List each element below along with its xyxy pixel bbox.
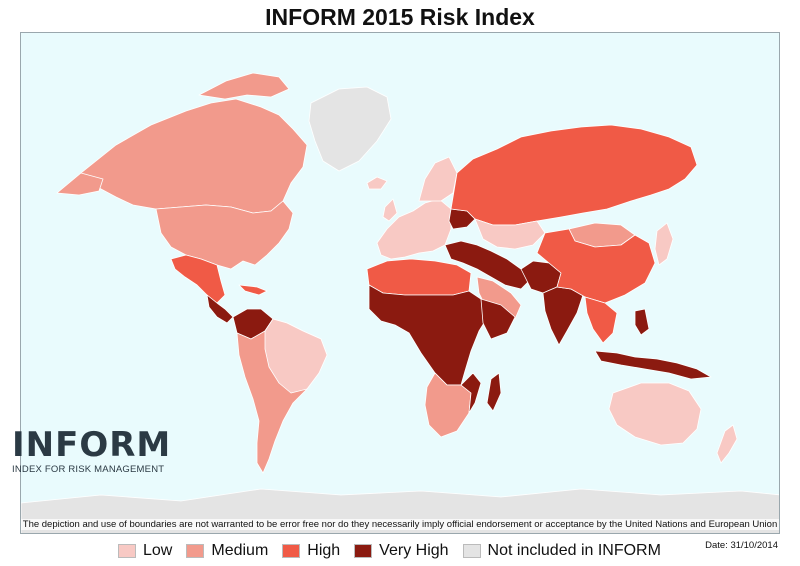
legend-item-very-high: Very High [354, 542, 449, 560]
region-russia [450, 124, 698, 226]
legend-item-low: Low [118, 542, 172, 560]
region-brazil [264, 318, 328, 394]
region-middle-east [444, 240, 532, 290]
region-canada [80, 98, 308, 214]
legend-item-high: High [282, 542, 340, 560]
region-caribbean [238, 284, 268, 296]
legend-swatch [462, 544, 481, 558]
region-central-africa [368, 284, 490, 386]
region-north-africa [366, 258, 472, 296]
region-philippines [634, 308, 650, 336]
map-title: INFORM 2015 Risk Index [265, 4, 535, 30]
logo-wordmark: INFORM [12, 425, 172, 465]
region-australia [608, 382, 702, 446]
region-horn-of-africa [480, 298, 516, 340]
legend-swatch [354, 544, 373, 558]
region-arabian-peninsula [476, 276, 522, 324]
region-scandinavia [418, 156, 458, 202]
logo-subtitle: INDEX FOR RISK MANAGEMENT [12, 464, 165, 475]
legend-swatch [282, 544, 301, 558]
region-madagascar [486, 372, 502, 412]
region-southern-africa [424, 372, 472, 438]
region-japan [654, 222, 674, 266]
region-new-zealand [716, 424, 738, 464]
legend-label: High [307, 542, 341, 559]
region-mexico [170, 254, 226, 304]
inform-logo: INFORM INDEX FOR RISK MANAGEMENT [12, 425, 172, 475]
date-stamp: Date: 31/10/2014 [705, 540, 778, 551]
legend-item-medium: Medium [186, 542, 268, 560]
region-indonesia [594, 350, 712, 380]
legend-swatch [186, 544, 205, 558]
region-alaska [56, 172, 104, 196]
legend-label: Very High [379, 542, 449, 559]
region-greenland [308, 86, 392, 172]
region-southeast-asia [584, 296, 618, 344]
region-iceland [366, 176, 388, 190]
map-legend: Low Medium High Very High Not included i… [118, 540, 661, 562]
disclaimer-text: The depiction and use of boundaries are … [21, 519, 779, 530]
region-europe [376, 198, 452, 260]
region-india [542, 286, 584, 346]
region-mozambique [460, 372, 482, 414]
region-central-america [206, 294, 234, 324]
region-china [536, 228, 656, 304]
world-map: The depiction and use of boundaries are … [20, 32, 780, 534]
region-uk [382, 198, 398, 222]
legend-swatch [118, 544, 136, 558]
region-central-asia [474, 218, 546, 250]
legend-label: Low [143, 542, 173, 559]
legend-label: Medium [211, 542, 269, 559]
legend-item-not-included: Not included in INFORM [462, 542, 661, 560]
legend-label: Not included in INFORM [487, 542, 661, 559]
region-arctic-islands [198, 72, 290, 100]
